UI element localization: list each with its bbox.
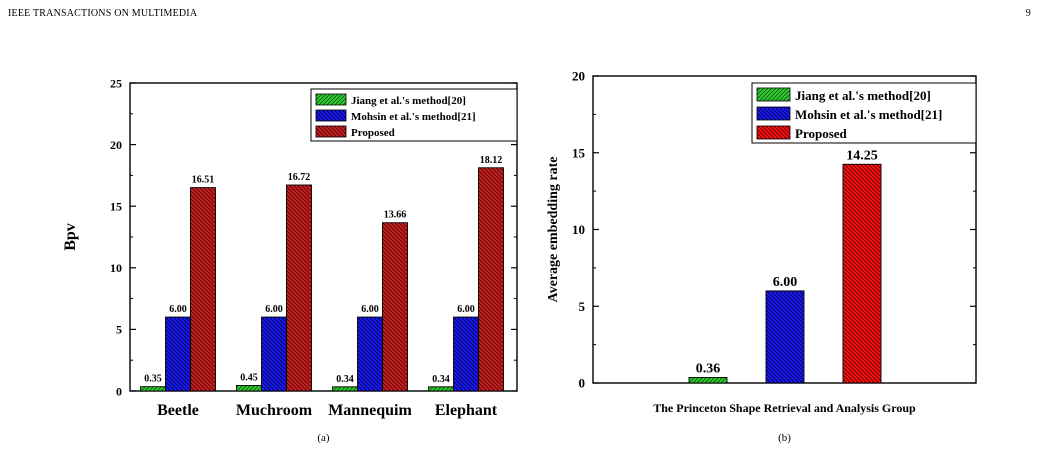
bar bbox=[688, 377, 728, 384]
bar-value-label: 0.35 bbox=[144, 374, 162, 385]
y-tick-label: 5 bbox=[116, 323, 122, 337]
category-label: Beetle bbox=[157, 402, 199, 419]
chart-a-bpv: 0 5 10 15 20 25 Bpv 0.35 6.00 16.51 Beetle 0.45 6.00… bbox=[62, 76, 518, 444]
y-tick-label: 10 bbox=[572, 222, 585, 237]
bar-value-label: 6.00 bbox=[265, 304, 283, 315]
bar bbox=[190, 187, 216, 392]
page-number: 9 bbox=[1025, 8, 1031, 19]
bar bbox=[140, 386, 166, 392]
legend-entry: Proposed bbox=[351, 127, 395, 139]
bar-value-label: 16.51 bbox=[192, 175, 215, 186]
bar bbox=[286, 184, 312, 392]
bar-value-label: 0.45 bbox=[240, 372, 258, 383]
bar-value-label: 0.34 bbox=[336, 374, 354, 385]
category-label: Elephant bbox=[435, 402, 498, 419]
legend-entry: Proposed bbox=[795, 126, 848, 141]
y-tick-label: 10 bbox=[110, 261, 122, 275]
y-axis-label: Bpv bbox=[62, 223, 79, 251]
y-tick-label: 20 bbox=[110, 138, 122, 152]
bar-value-label: 14.25 bbox=[846, 148, 878, 163]
bar bbox=[236, 385, 262, 392]
legend-entry: Jiang et al.'s method[20] bbox=[795, 88, 931, 103]
y-tick-label: 15 bbox=[572, 145, 586, 160]
figure-caption: (a) bbox=[317, 432, 330, 444]
legend-swatch bbox=[315, 125, 347, 138]
bar-value-label: 18.12 bbox=[480, 155, 503, 166]
legend-swatch bbox=[756, 87, 791, 102]
bar-value-label: 6.00 bbox=[457, 304, 475, 315]
y-tick-label: 0 bbox=[116, 384, 122, 398]
bar bbox=[765, 290, 805, 384]
bar bbox=[261, 316, 287, 392]
legend-swatch bbox=[315, 109, 347, 122]
bar bbox=[428, 386, 454, 392]
y-tick-label: 0 bbox=[579, 376, 586, 391]
bar bbox=[332, 386, 358, 392]
y-tick-label: 20 bbox=[572, 69, 585, 84]
bar-value-label: 6.00 bbox=[361, 304, 379, 315]
bar-value-label: 13.66 bbox=[384, 210, 407, 221]
y-axis-label: Average embedding rate bbox=[546, 157, 561, 303]
bar bbox=[165, 316, 191, 392]
legend-entry: Mohsin et al.'s method[21] bbox=[351, 111, 476, 123]
legend-swatch bbox=[756, 106, 791, 121]
chart-b-embedding-rate: 0 5 10 15 20 Average embedding rate 0.36 6.00 14… bbox=[546, 69, 977, 444]
bar-value-label: 16.72 bbox=[288, 172, 311, 183]
bar bbox=[357, 316, 383, 392]
legend-entry: Jiang et al.'s method[20] bbox=[351, 95, 466, 107]
x-axis-label: The Princeton Shape Retrieval and Analys… bbox=[653, 401, 916, 415]
bar-value-label: 0.36 bbox=[696, 361, 721, 376]
bar-value-label: 6.00 bbox=[773, 275, 798, 290]
bar bbox=[453, 316, 479, 392]
bar bbox=[478, 167, 504, 392]
y-tick-label: 5 bbox=[579, 299, 586, 314]
y-tick-label: 15 bbox=[110, 200, 122, 214]
category-label: Muchroom bbox=[236, 402, 313, 419]
bar-value-label: 0.34 bbox=[432, 374, 450, 385]
bar bbox=[842, 163, 882, 384]
legend-swatch bbox=[756, 125, 791, 140]
running-header: IEEE TRANSACTIONS ON MULTIMEDIA bbox=[8, 8, 198, 19]
legend-swatch bbox=[315, 93, 347, 106]
category-label: Mannequim bbox=[328, 402, 412, 419]
legend-entry: Mohsin et al.'s method[21] bbox=[795, 107, 942, 122]
y-tick-label: 25 bbox=[110, 76, 122, 90]
bar-value-label: 6.00 bbox=[169, 304, 187, 315]
figure-caption: (b) bbox=[778, 432, 791, 444]
bar bbox=[382, 222, 408, 392]
